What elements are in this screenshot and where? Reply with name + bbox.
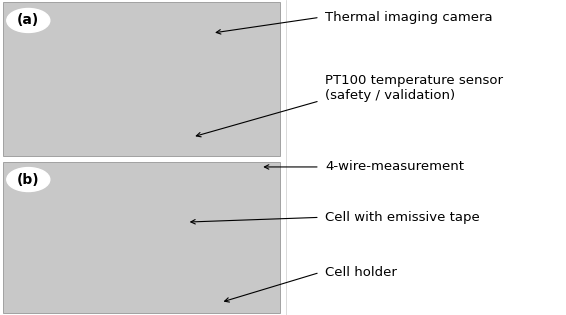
Text: Cell holder: Cell holder [325,266,397,279]
Bar [3,162,280,313]
Text: (a): (a) [17,14,40,27]
Circle shape [7,9,50,32]
FancyArrowPatch shape [264,165,317,169]
FancyArrowPatch shape [216,18,317,34]
Text: Thermal imaging camera: Thermal imaging camera [325,11,493,24]
Text: (b): (b) [17,173,40,186]
Circle shape [7,168,50,192]
FancyArrowPatch shape [225,273,317,302]
FancyArrowPatch shape [196,101,317,137]
FancyArrowPatch shape [191,217,317,224]
Text: PT100 temperature sensor
(safety / validation): PT100 temperature sensor (safety / valid… [325,74,503,102]
Bar [286,0,566,315]
Text: Cell with emissive tape: Cell with emissive tape [325,211,480,224]
Bar [3,2,280,156]
Text: 4-wire-measurement: 4-wire-measurement [325,160,465,174]
